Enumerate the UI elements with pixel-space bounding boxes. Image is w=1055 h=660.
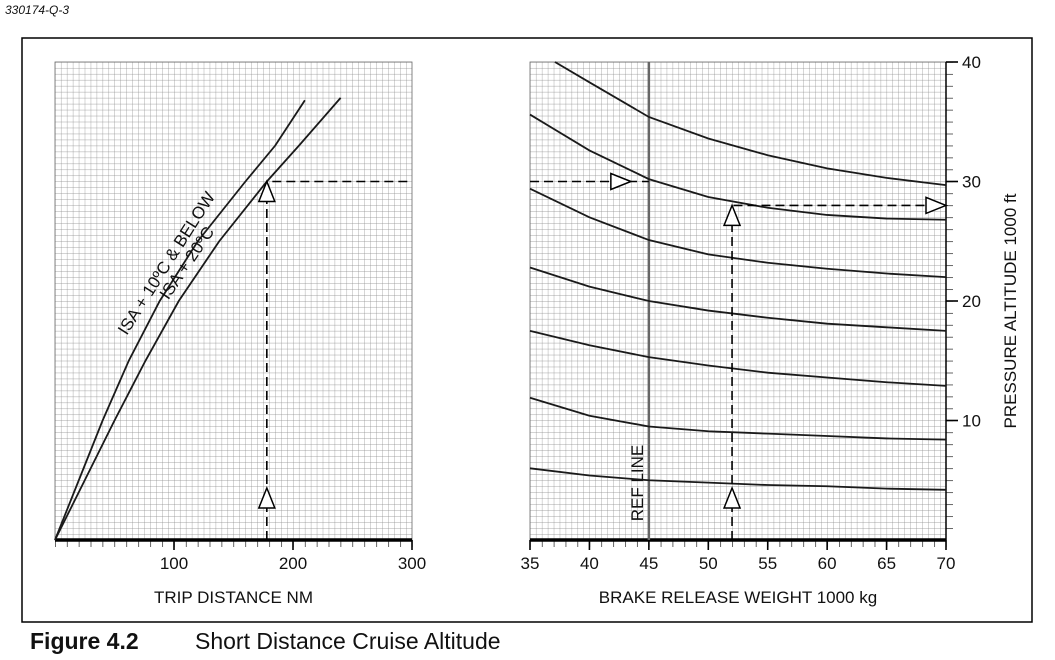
- x-tick-label: 45: [639, 554, 658, 573]
- caption-title: Short Distance Cruise Altitude: [195, 628, 501, 654]
- x-axis-title: BRAKE RELEASE WEIGHT 1000 kg: [599, 588, 877, 607]
- arrow-head: [722, 485, 742, 509]
- x-tick-label: 100: [160, 554, 188, 573]
- y-tick-label: 40: [962, 53, 981, 72]
- x-minor-ticks: [530, 540, 947, 547]
- x-minor-ticks: [55, 540, 413, 547]
- arrow-head: [257, 179, 276, 203]
- curve: [54, 99, 306, 541]
- curve: [529, 187, 947, 278]
- x-tick-label: 35: [521, 554, 540, 573]
- x-tick-label: 200: [279, 554, 307, 573]
- y-tick-label: 20: [962, 292, 981, 311]
- y-tick-label: 10: [962, 412, 981, 431]
- curve: [54, 97, 342, 541]
- frame: [21, 37, 1033, 623]
- minor-grid: [54, 61, 413, 541]
- x-tick-label: 50: [699, 554, 718, 573]
- curve: [554, 61, 947, 186]
- curve: [529, 467, 947, 491]
- arrow-head: [722, 203, 742, 227]
- minor-grid: [529, 61, 947, 541]
- x-tick-label: 55: [758, 554, 777, 573]
- y-tick-label: 30: [962, 173, 981, 192]
- curve: [529, 266, 947, 332]
- guide-line: [731, 204, 946, 540]
- x-tick-label: 65: [877, 554, 896, 573]
- x-axis-title: TRIP DISTANCE NM: [154, 588, 313, 607]
- curve: [529, 396, 947, 441]
- curve: [529, 113, 947, 221]
- ref-line-label: REF LINE: [628, 445, 647, 522]
- x-tick-label: 40: [580, 554, 599, 573]
- arrow-head: [925, 196, 949, 215]
- x-tick-label: 300: [398, 554, 426, 573]
- figure-id: 330174-Q-3: [5, 3, 69, 17]
- arrow-head: [610, 172, 633, 191]
- y-axis-title: PRESSURE ALTITUDE 1000 ft: [1001, 193, 1020, 428]
- x-tick-label: 60: [818, 554, 837, 573]
- arrow-head: [257, 485, 276, 509]
- x-tick-label: 70: [937, 554, 956, 573]
- curve: [529, 330, 947, 387]
- caption-number: Figure 4.2: [30, 628, 139, 654]
